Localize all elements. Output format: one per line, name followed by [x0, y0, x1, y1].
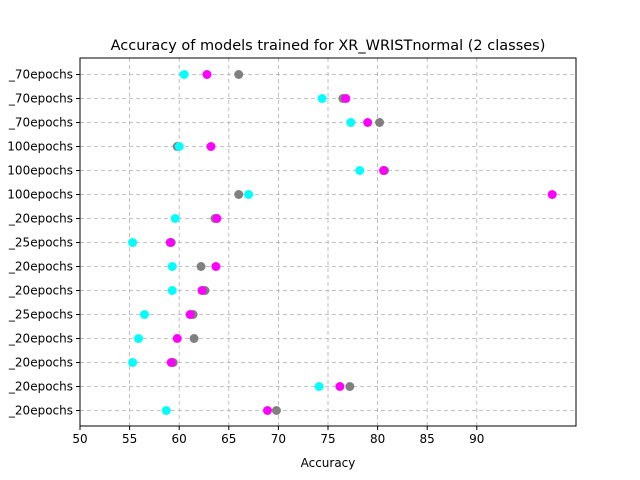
y-tick-label: _20epochs: [8, 380, 73, 394]
data-point: [211, 262, 221, 271]
x-tick-label: 85: [420, 432, 435, 446]
y-tick-label: _70epochs: [8, 92, 73, 106]
data-point: [206, 142, 216, 151]
data-point: [172, 334, 182, 343]
data-point: [335, 382, 345, 391]
x-tick-label: 90: [469, 432, 484, 446]
data-point: [165, 238, 175, 247]
x-tick-label: 55: [122, 432, 137, 446]
data-point: [179, 70, 189, 79]
data-point: [547, 190, 557, 199]
y-tick-label: _25epochs: [8, 236, 73, 250]
data-point: [167, 286, 177, 295]
data-point: [234, 190, 244, 199]
x-axis-ticks: 50 55 60 65 70 75 80 85 90: [72, 426, 484, 446]
data-point: [346, 118, 356, 127]
y-tick-label: _20epochs: [8, 260, 73, 274]
data-point: [134, 334, 144, 343]
data-point: [317, 94, 327, 103]
data-point: [196, 262, 206, 271]
data-point: [139, 310, 149, 319]
y-tick-label: _70epochs: [8, 116, 73, 130]
data-point: [166, 358, 176, 367]
data-point: [185, 310, 195, 319]
data-point: [174, 142, 184, 151]
data-point: [202, 70, 212, 79]
y-tick-label: _20epochs: [8, 356, 73, 370]
y-axis-ticks: _70epochs _70epochs _70epochs 100epochs 100e…: [7, 68, 80, 418]
data-point: [262, 406, 272, 415]
y-tick-label: _20epochs: [8, 284, 73, 298]
x-tick-label: 60: [172, 432, 187, 446]
y-tick-label: _20epochs: [8, 332, 73, 346]
grid-lines: [79, 58, 576, 426]
data-point: [212, 214, 222, 223]
data-point: [167, 262, 177, 271]
data-points: [128, 70, 557, 415]
y-tick-label: 100epochs: [7, 164, 73, 178]
data-point: [161, 406, 171, 415]
data-point: [379, 166, 389, 175]
data-point: [363, 118, 373, 127]
plot-frame: [79, 57, 577, 427]
y-tick-label: 100epochs: [7, 188, 73, 202]
y-tick-label: _25epochs: [8, 308, 73, 322]
y-tick-label: _20epochs: [8, 212, 73, 226]
y-tick-label: _70epochs: [8, 68, 73, 82]
y-tick-label: _20epochs: [8, 404, 73, 418]
data-point: [341, 94, 351, 103]
data-point: [170, 214, 180, 223]
x-tick-label: 75: [320, 432, 335, 446]
data-point: [375, 118, 385, 127]
x-tick-label: 70: [271, 432, 286, 446]
data-point: [244, 190, 254, 199]
data-point: [234, 70, 244, 79]
data-point: [128, 358, 138, 367]
data-point: [197, 286, 207, 295]
data-point: [355, 166, 365, 175]
x-tick-label: 65: [221, 432, 236, 446]
data-point: [189, 334, 199, 343]
y-tick-label: 100epochs: [7, 140, 73, 154]
x-axis-title: Accuracy: [301, 456, 356, 470]
data-point: [345, 382, 355, 391]
chart-title: Accuracy of models trained for XR_WRISTn…: [111, 38, 546, 54]
x-tick-label: 50: [72, 432, 87, 446]
data-point: [128, 238, 138, 247]
data-point: [314, 382, 324, 391]
data-point: [271, 406, 281, 415]
x-tick-label: 80: [370, 432, 385, 446]
